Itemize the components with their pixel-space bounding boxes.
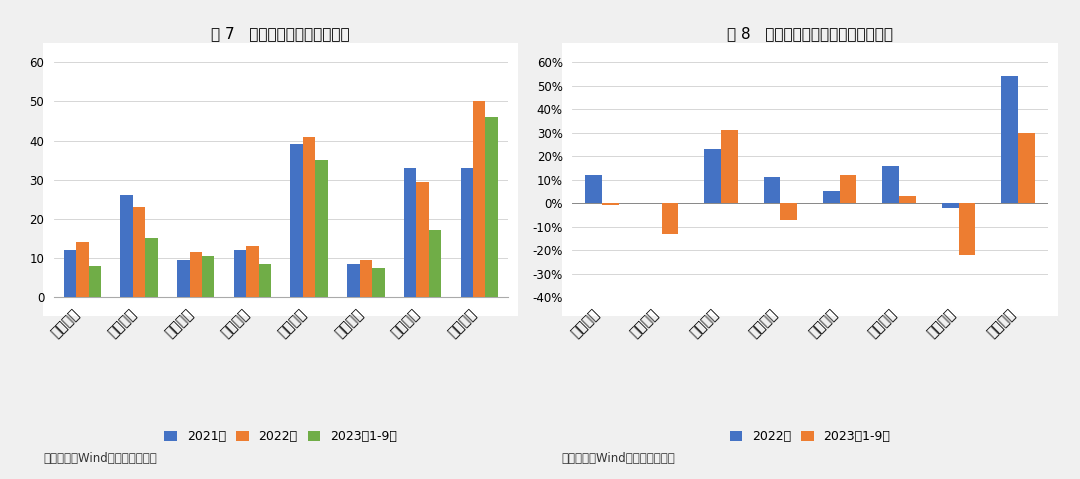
Bar (360, 260, 373, 297)
Bar (780, 203, 797, 219)
Bar (302, 137, 315, 297)
Text: 资料来源：Wind，联合资信整理: 资料来源：Wind，联合资信整理 (43, 452, 157, 465)
Bar (259, 264, 271, 297)
Bar (429, 230, 442, 297)
Bar (133, 207, 146, 297)
Bar (202, 256, 215, 297)
Bar (460, 168, 473, 297)
Bar (64, 250, 76, 297)
Bar (721, 130, 738, 203)
Text: 图 8   样本企业营业总收入同比变动率: 图 8 样本企业营业总收入同比变动率 (727, 26, 893, 41)
Bar (1001, 76, 1018, 203)
Bar (347, 264, 360, 297)
Bar (603, 203, 619, 205)
Bar (704, 149, 721, 203)
Bar (764, 177, 781, 203)
Bar (233, 250, 246, 297)
Bar (882, 166, 900, 203)
Bar (1017, 133, 1035, 203)
Bar (246, 246, 259, 297)
Bar (404, 168, 416, 297)
Bar (120, 195, 133, 297)
Bar (76, 242, 89, 297)
Bar (899, 196, 916, 203)
Text: 资料来源：Wind，联合资信整理: 资料来源：Wind，联合资信整理 (562, 452, 675, 465)
Bar (840, 175, 856, 203)
Bar (89, 266, 102, 297)
Bar (661, 203, 678, 234)
Bar (291, 145, 302, 297)
Bar (146, 239, 158, 297)
Text: 图 7   样本企业营业总收入对比: 图 7 样本企业营业总收入对比 (212, 26, 350, 41)
Bar (585, 175, 603, 203)
Bar (942, 203, 959, 208)
Bar (373, 268, 384, 297)
Bar (315, 160, 328, 297)
Bar (486, 117, 498, 297)
Bar (189, 252, 202, 297)
Bar (959, 203, 975, 255)
Legend: 2022年, 2023年1-9月: 2022年, 2023年1-9月 (725, 425, 895, 448)
Bar (473, 102, 486, 297)
Bar (177, 260, 189, 297)
Bar (416, 182, 429, 297)
Legend: 2021年, 2022年, 2023年1-9月: 2021年, 2022年, 2023年1-9月 (160, 425, 402, 448)
Bar (823, 192, 840, 203)
